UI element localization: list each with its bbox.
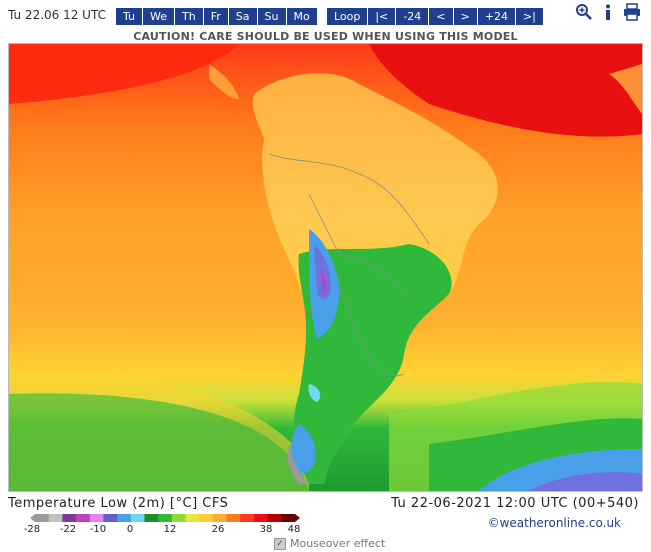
tick-label: 0 xyxy=(126,524,134,535)
tick-label: -22 xyxy=(59,524,77,535)
scale-swatch xyxy=(253,514,269,522)
top-toolbar: Tu 22.06 12 UTC Tu We Th Fr Sa Su Mo Loo… xyxy=(0,0,651,30)
color-scale xyxy=(30,514,300,522)
caution-banner: CAUTION! CARE SHOULD BE USED WHEN USING … xyxy=(133,30,518,43)
legend-title: Temperature Low (2m) [°C] CFS xyxy=(8,496,229,511)
scale-swatch xyxy=(103,514,118,522)
scale-swatch xyxy=(240,514,255,522)
scale-arrow-right xyxy=(295,514,300,522)
country-borders xyxy=(268,153,430,377)
day-button-fr[interactable]: Fr xyxy=(203,8,228,25)
plus-24-button[interactable]: +24 xyxy=(477,8,515,25)
first-button[interactable]: |< xyxy=(368,8,396,25)
scale-swatch xyxy=(281,514,296,522)
print-icon[interactable] xyxy=(623,3,641,21)
zoom-icon[interactable] xyxy=(575,3,593,21)
scale-swatch xyxy=(89,514,104,522)
temperature-map[interactable] xyxy=(8,43,643,492)
scale-swatch xyxy=(199,514,214,522)
scale-swatch xyxy=(76,514,91,522)
tick-label: 48 xyxy=(287,524,301,535)
day-button-su[interactable]: Su xyxy=(257,8,286,25)
scale-swatch xyxy=(62,514,77,522)
tick-label: -10 xyxy=(89,524,107,535)
copyright-link[interactable]: ©weatheronline.co.uk xyxy=(487,516,621,530)
time-navigation: Loop |< -24 < > +24 >| xyxy=(327,8,543,25)
day-button-tu[interactable]: Tu xyxy=(116,8,143,25)
date-label: Tu 22.06 12 UTC xyxy=(8,8,106,22)
tick-label: 26 xyxy=(211,524,225,535)
scale-swatch xyxy=(130,514,145,522)
loop-button[interactable]: Loop xyxy=(327,8,368,25)
scale-swatch xyxy=(171,514,187,522)
scale-swatch xyxy=(117,514,132,522)
minus-24-button[interactable]: -24 xyxy=(396,8,429,25)
mouseover-checkbox[interactable]: ✓ xyxy=(274,537,286,550)
last-button[interactable]: >| xyxy=(515,8,543,25)
next-button[interactable]: > xyxy=(453,8,477,25)
prev-button[interactable]: < xyxy=(429,8,453,25)
scale-swatch xyxy=(35,514,50,522)
scale-swatch xyxy=(212,514,228,522)
mouseover-toggle[interactable]: ✓ Mouseover effect xyxy=(274,537,385,550)
day-button-th[interactable]: Th xyxy=(175,8,203,25)
tool-icons xyxy=(575,3,641,21)
scale-arrow-left xyxy=(30,514,35,522)
forecast-time: Tu 22-06-2021 12:00 UTC (00+540) xyxy=(391,496,639,511)
scale-swatch xyxy=(267,514,282,522)
tick-label: 38 xyxy=(259,524,273,535)
day-button-sa[interactable]: Sa xyxy=(228,8,257,25)
day-button-we[interactable]: We xyxy=(143,8,175,25)
tick-label: 12 xyxy=(163,524,177,535)
scale-swatch xyxy=(48,514,63,522)
info-icon[interactable] xyxy=(599,3,617,21)
tick-label: -28 xyxy=(23,524,41,535)
map-canvas xyxy=(9,44,642,491)
scale-swatch xyxy=(226,514,241,522)
scale-ticks: -28 -22 -10 0 12 26 38 48 xyxy=(20,524,310,536)
day-selector: Tu We Th Fr Sa Su Mo xyxy=(116,8,317,25)
scale-swatch xyxy=(158,514,173,522)
scale-swatch xyxy=(185,514,200,522)
mouseover-label: Mouseover effect xyxy=(290,537,386,550)
day-button-mo[interactable]: Mo xyxy=(286,8,317,25)
scale-swatch xyxy=(144,514,159,522)
